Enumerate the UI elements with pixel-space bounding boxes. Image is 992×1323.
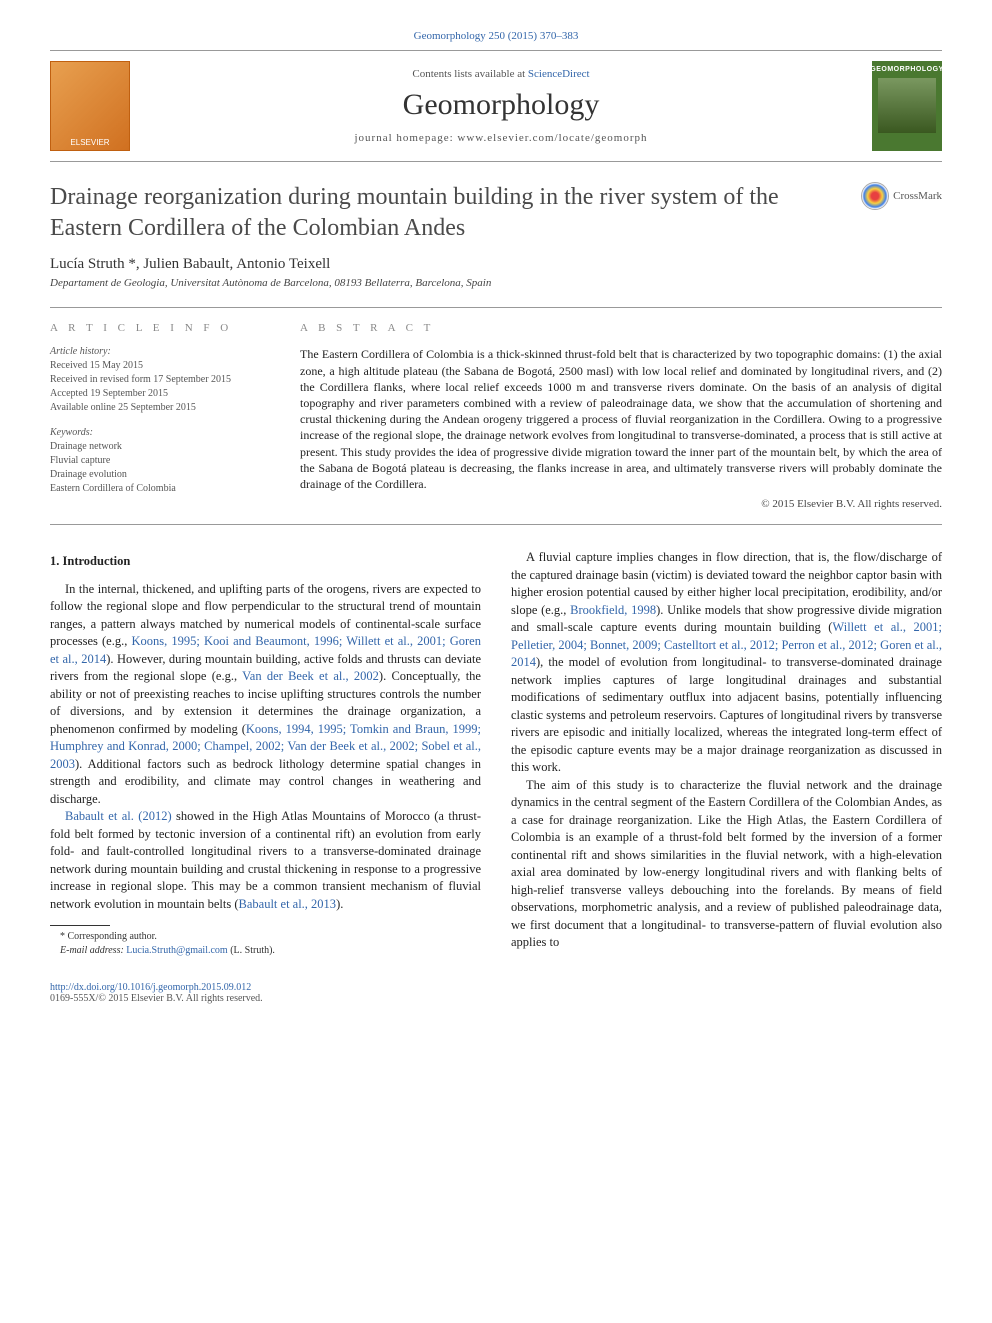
journal-citation[interactable]: Geomorphology 250 (2015) 370–383 [50,30,942,42]
history-line: Accepted 19 September 2015 [50,387,260,401]
crossmark-label: CrossMark [893,190,942,202]
journal-cover-thumbnail[interactable]: GEOMORPHOLOGY [872,61,942,151]
body-paragraph: A fluvial capture implies changes in flo… [511,549,942,777]
contents-prefix: Contents lists available at [412,68,527,80]
author-email[interactable]: Lucia.Struth@gmail.com [126,945,227,956]
history-line: Received in revised form 17 September 20… [50,373,260,387]
homepage-prefix: journal homepage: [354,132,457,144]
affiliation: Departament de Geologia, Universitat Aut… [50,277,942,289]
cover-image [878,78,936,133]
crossmark-icon [861,182,889,210]
body-columns: 1. Introduction In the internal, thicken… [50,549,942,958]
email-suffix: (L. Struth). [228,945,275,956]
email-label: E-mail address: [60,945,126,956]
homepage-line: journal homepage: www.elsevier.com/locat… [130,132,872,144]
footer-info: http://dx.doi.org/10.1016/j.geomorph.201… [50,982,942,1004]
keywords-label: Keywords: [50,427,260,438]
keyword: Drainage evolution [50,468,260,482]
abstract-text: The Eastern Cordillera of Colombia is a … [300,346,942,492]
header-center: Contents lists available at ScienceDirec… [130,68,872,144]
doi-link[interactable]: http://dx.doi.org/10.1016/j.geomorph.201… [50,982,942,993]
journal-header: ELSEVIER Contents lists available at Sci… [50,50,942,162]
copyright-line: © 2015 Elsevier B.V. All rights reserved… [300,498,942,510]
abstract-heading: A B S T R A C T [300,322,942,334]
homepage-url[interactable]: www.elsevier.com/locate/geomorph [457,132,647,144]
footnote-corresponding: * Corresponding author. [50,930,481,944]
cover-title: GEOMORPHOLOGY [870,66,943,73]
keyword: Eastern Cordillera of Colombia [50,482,260,496]
history-label: Article history: [50,346,260,357]
contents-line: Contents lists available at ScienceDirec… [130,68,872,80]
body-paragraph: In the internal, thickened, and upliftin… [50,581,481,809]
elsevier-logo[interactable]: ELSEVIER [50,61,130,151]
keyword: Drainage network [50,440,260,454]
footnote-email: E-mail address: Lucia.Struth@gmail.com (… [50,944,481,958]
journal-name: Geomorphology [130,88,872,122]
section-heading: 1. Introduction [50,553,481,571]
authors: Lucía Struth *, Julien Babault, Antonio … [50,256,942,273]
abstract-column: A B S T R A C T The Eastern Cordillera o… [280,322,942,510]
body-paragraph: Babault et al. (2012) showed in the High… [50,808,481,913]
article-info-heading: A R T I C L E I N F O [50,322,260,334]
article-info-column: A R T I C L E I N F O Article history: R… [50,322,280,510]
history-line: Received 15 May 2015 [50,359,260,373]
keyword: Fluvial capture [50,454,260,468]
body-paragraph: The aim of this study is to characterize… [511,777,942,952]
crossmark-badge[interactable]: CrossMark [861,182,942,210]
history-line: Available online 25 September 2015 [50,401,260,415]
title-row: Drainage reorganization during mountain … [50,182,942,244]
meta-row: A R T I C L E I N F O Article history: R… [50,307,942,525]
footnote-separator [50,925,110,926]
issn-line: 0169-555X/© 2015 Elsevier B.V. All right… [50,993,942,1004]
sciencedirect-link[interactable]: ScienceDirect [528,68,590,80]
article-title: Drainage reorganization during mountain … [50,182,861,244]
